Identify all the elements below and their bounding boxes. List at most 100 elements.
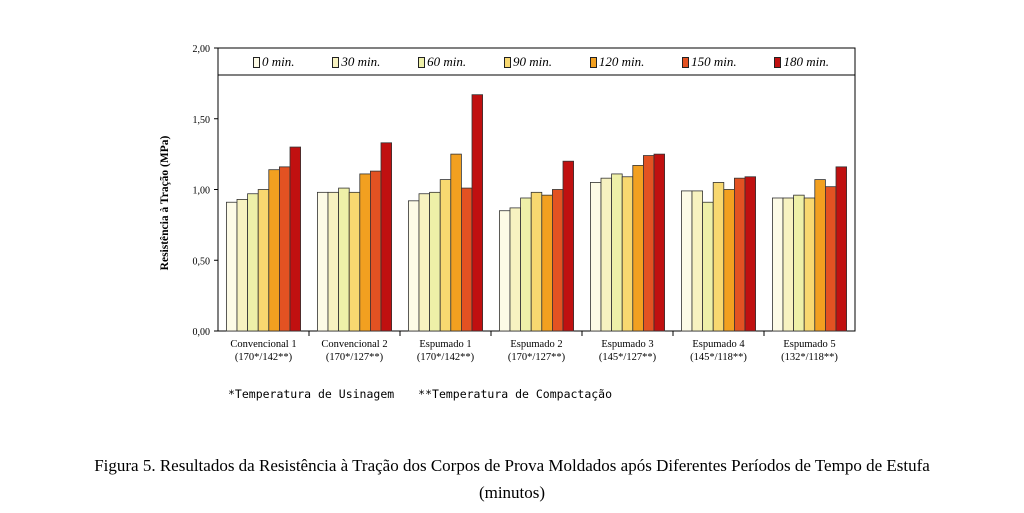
legend-swatch: [418, 56, 426, 68]
footnotes: *Temperatura de Usinagem **Temperatura d…: [228, 387, 612, 401]
bar: [289, 146, 302, 332]
x-category-label: Convencional 1: [230, 339, 296, 350]
axis-labels: 0,00 0,50 1,00 1,50 2,00 Resistência à Tração…: [159, 44, 838, 363]
bar: [460, 187, 473, 332]
bar: [418, 193, 431, 332]
bar: [247, 193, 259, 332]
bar: [562, 160, 575, 332]
legend-label: 0 min.: [262, 54, 295, 69]
bar: [825, 186, 837, 332]
x-category-sublabel: (132*/118**): [781, 352, 838, 363]
footnote-usinagem: *Temperatura de Usinagem: [228, 387, 395, 401]
bar: [348, 191, 361, 332]
legend-label: 120 min.: [598, 54, 645, 69]
bar: [835, 166, 848, 332]
legend-label: 60 min.: [427, 54, 467, 69]
legend-swatch: [503, 56, 511, 68]
bar: [611, 173, 623, 332]
legend-item: 180 min.: [774, 54, 829, 70]
bar: [257, 189, 270, 332]
bar: [520, 197, 532, 332]
bar: [702, 201, 714, 332]
bar: [268, 169, 280, 332]
bar: [498, 210, 511, 332]
bar: [369, 170, 382, 332]
bar: [744, 176, 757, 332]
bar: [772, 197, 784, 332]
x-category-label: Espumado 5: [783, 339, 835, 350]
x-category-label: Espumado 1: [419, 339, 471, 350]
x-category-label: Espumado 4: [692, 339, 745, 350]
x-category-sublabel: (170*/127**): [326, 352, 384, 363]
bar: [530, 191, 543, 332]
bar: [782, 197, 795, 332]
bar: [338, 187, 350, 332]
figure-caption: Figura 5. Resultados da Resistência à Tr…: [20, 452, 1004, 506]
bar: [509, 207, 522, 332]
legend-label: 90 min.: [512, 54, 552, 69]
y-axis-label: Resistência à Tração (MPa): [159, 136, 171, 271]
legend-item: 150 min.: [682, 54, 737, 70]
legend-item: 30 min.: [332, 54, 380, 70]
bar: [327, 191, 340, 332]
legend-label: 30 min.: [341, 54, 381, 69]
footnote-compactacao: **Temperatura de Compactação: [418, 387, 613, 401]
y-tick-label: 1,00: [193, 186, 211, 197]
x-category-label: Espumado 2: [510, 339, 562, 350]
legend-swatch: [589, 56, 597, 68]
x-category-sublabel: (145*/127**): [599, 352, 657, 363]
bar: [552, 189, 564, 332]
bar: [359, 173, 371, 332]
x-category-sublabel: (170*/142**): [235, 352, 293, 363]
bar: [439, 179, 452, 332]
legend-item: 0 min.: [253, 54, 295, 70]
y-tick-label: 1,50: [193, 115, 211, 126]
legend-label: 180 min.: [783, 54, 829, 69]
x-category-sublabel: (145*/118**): [690, 352, 747, 363]
x-category-label: Espumado 3: [601, 339, 653, 350]
legend-item: 120 min.: [589, 54, 645, 70]
y-tick-label: 0,00: [193, 327, 211, 338]
bar: [803, 197, 816, 332]
bar: [600, 177, 613, 332]
x-category-sublabel: (170*/142**): [417, 352, 475, 363]
legend-swatch: [332, 56, 340, 68]
legend-item: 90 min.: [503, 54, 552, 70]
bar: [681, 190, 693, 332]
bar: [643, 155, 655, 332]
bar: [723, 189, 735, 332]
bar: [380, 142, 393, 332]
x-category-label: Convencional 2: [321, 339, 387, 350]
legend: 0 min. 30 min. 60 min. 90 min. 120 min. 150 m…: [245, 52, 837, 72]
bar: [225, 201, 238, 332]
y-tick-label: 2,00: [193, 44, 211, 55]
bar: [814, 179, 826, 332]
bar: [793, 194, 805, 332]
legend-item: 60 min.: [418, 54, 466, 70]
bar: [691, 190, 704, 332]
bar: [541, 194, 553, 332]
legend-swatch: [774, 56, 782, 68]
legend-swatch: [253, 56, 260, 68]
bar: [316, 191, 329, 332]
bars: [225, 94, 848, 332]
legend-label: 150 min.: [691, 54, 737, 69]
bar: [712, 182, 725, 332]
y-tick-label: 0,50: [193, 256, 211, 267]
bar: [653, 153, 666, 332]
bar: [450, 153, 462, 332]
caption-line-2: (minutos): [478, 483, 546, 502]
bar: [621, 176, 634, 332]
bar: [590, 182, 602, 332]
x-category-sublabel: (170*/127**): [508, 352, 566, 363]
bar: [236, 199, 249, 332]
bar: [407, 200, 420, 332]
bar: [429, 191, 441, 332]
bar: [734, 177, 746, 332]
bar: [278, 166, 291, 332]
legend-swatch: [682, 56, 690, 68]
bar: [471, 94, 484, 332]
bar: [632, 165, 644, 332]
caption-line-1: Figura 5. Resultados da Resistência à Tr…: [94, 456, 930, 475]
